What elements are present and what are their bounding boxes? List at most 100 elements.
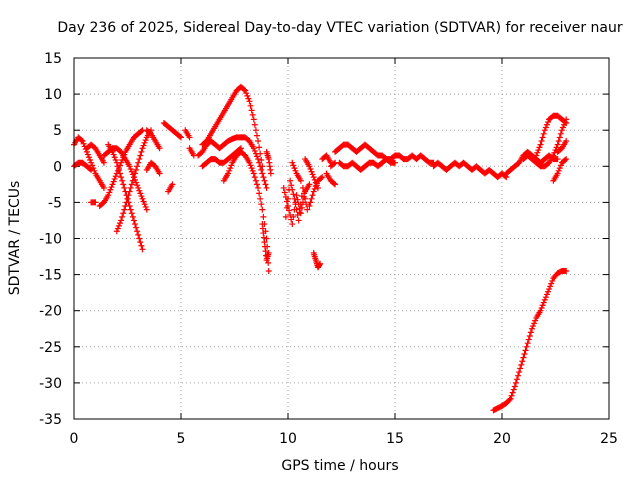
data-point (556, 165, 563, 172)
data-point (304, 206, 311, 213)
data-point (127, 184, 134, 191)
plot-frame (73, 57, 610, 420)
data-point (550, 152, 557, 159)
series-arc11 (160, 119, 184, 141)
data-point (296, 209, 303, 216)
data-point (303, 201, 310, 208)
data-point (88, 166, 95, 173)
data-point (131, 221, 138, 228)
data-point (246, 159, 253, 166)
data-point (516, 369, 523, 376)
data-point (100, 159, 107, 166)
data-point (140, 198, 147, 205)
data-point (515, 372, 522, 379)
data-point (135, 231, 142, 238)
data-point (513, 376, 520, 383)
data-point (253, 181, 260, 188)
series-arc1 (71, 134, 107, 191)
data-point (521, 351, 528, 358)
y-tick-label: 5 (53, 123, 62, 139)
x-tick-label: 10 (279, 431, 297, 447)
y-axis-label: SDTVAR / TECUs (7, 181, 23, 296)
data-point (306, 163, 313, 170)
data-point (178, 134, 184, 141)
data-point (509, 389, 516, 396)
data-point (263, 235, 270, 242)
series-arc38 (490, 267, 570, 414)
data-point (134, 163, 141, 170)
data-point (124, 195, 131, 202)
data-point (559, 124, 566, 131)
data-point (247, 162, 254, 169)
data-point (533, 152, 540, 159)
data-point (542, 294, 549, 301)
data-point (331, 180, 338, 187)
data-point (280, 184, 287, 191)
data-point (106, 189, 113, 196)
data-point (92, 199, 99, 206)
data-point (251, 174, 258, 181)
data-point (126, 188, 133, 195)
data-point (138, 242, 145, 249)
data-point (135, 159, 142, 166)
data-point (294, 196, 301, 203)
data-point (112, 156, 119, 163)
data-point (260, 213, 267, 220)
data-point (186, 134, 193, 141)
data-point (553, 144, 560, 151)
data-point (545, 288, 552, 295)
series-arc22 (282, 177, 311, 224)
data-point (511, 383, 518, 390)
data-point (85, 154, 92, 161)
data-point (554, 156, 561, 163)
data-point (87, 156, 94, 163)
data-point (299, 184, 306, 191)
data-point (246, 98, 253, 105)
data-point (244, 92, 251, 99)
data-point (136, 187, 143, 194)
data-point (289, 221, 296, 228)
data-point (127, 166, 134, 173)
data-point (290, 213, 297, 220)
data-point (531, 320, 538, 327)
data-point (309, 192, 316, 199)
data-point (546, 286, 553, 293)
data-point (502, 173, 509, 180)
data-point (88, 159, 95, 166)
data-point (259, 170, 266, 177)
series-arc13 (182, 127, 193, 141)
data-point (318, 175, 325, 182)
data-point (127, 206, 134, 213)
data-point (534, 149, 541, 156)
series-arc10 (143, 159, 163, 177)
y-axis-ticks: 15 10 5 0 -5 -10 -15 -20 -25 -30 -35 (39, 51, 609, 428)
data-point (128, 168, 135, 175)
data-point (142, 203, 149, 210)
series-arc20 (263, 148, 274, 177)
data-point (554, 141, 561, 148)
data-point (538, 138, 545, 145)
data-point (117, 170, 124, 177)
y-tick-label: 15 (44, 51, 62, 67)
y-tick-label: -35 (39, 412, 62, 428)
data-point (79, 138, 86, 145)
data-point (287, 212, 294, 219)
series-arc23 (289, 159, 304, 184)
series-arc37 (554, 138, 570, 155)
data-point (540, 130, 547, 137)
y-tick-label: -15 (39, 268, 62, 284)
data-point (117, 220, 124, 227)
data-point (252, 127, 259, 134)
x-tick-label: 0 (70, 431, 79, 447)
x-tick-label: 5 (177, 431, 186, 447)
data-point (241, 86, 248, 93)
data-point (87, 166, 94, 173)
data-point (392, 159, 398, 166)
x-axis-label: GPS time / hours (281, 458, 398, 474)
data-point (281, 189, 288, 196)
data-point (310, 188, 317, 195)
data-point (137, 190, 144, 197)
data-point (291, 165, 298, 172)
data-point (263, 184, 270, 191)
data-point (543, 291, 550, 298)
